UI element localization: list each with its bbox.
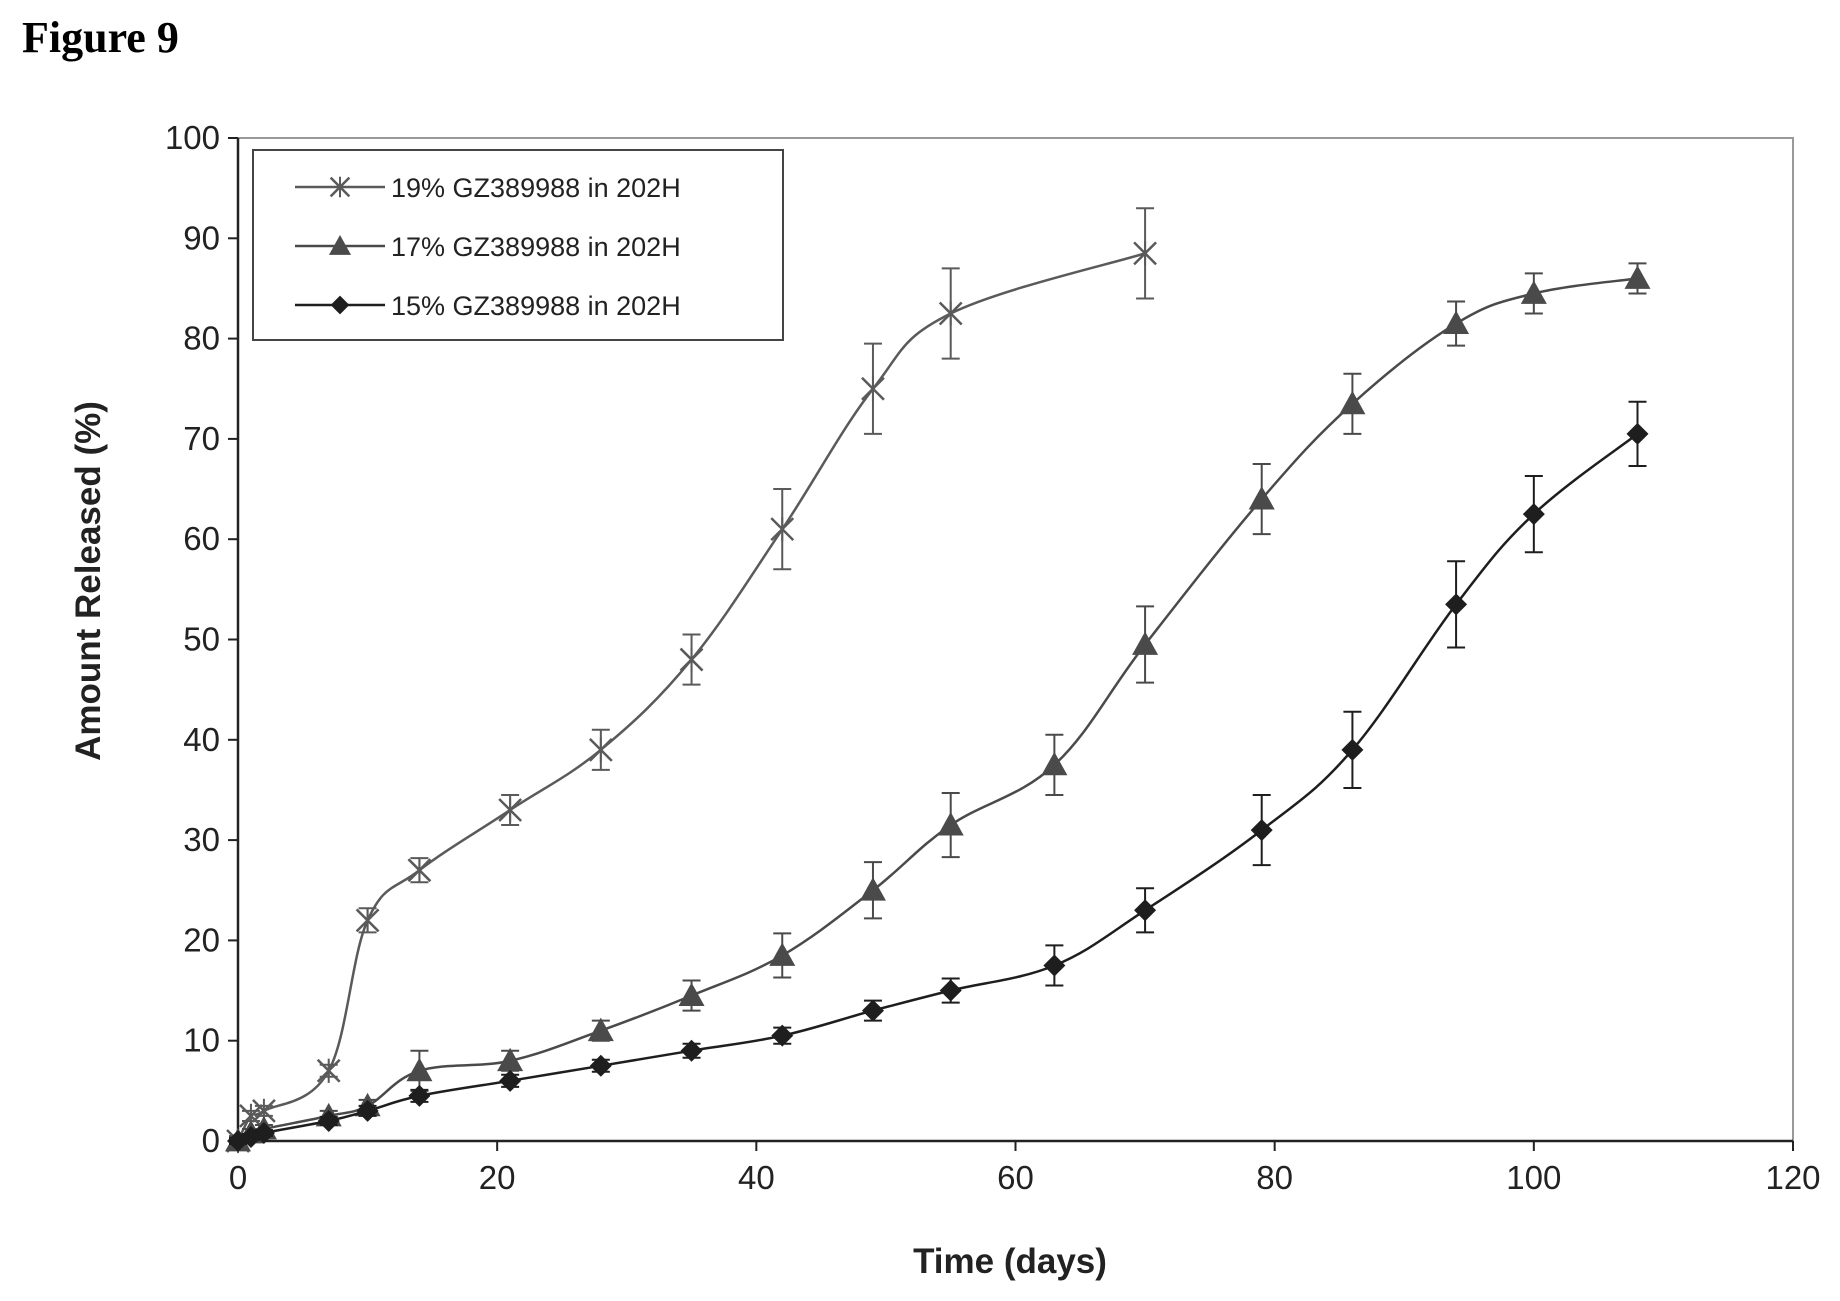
data-point [1250,819,1273,842]
y-tick-label: 60 [183,520,220,557]
data-point [355,908,380,933]
x-tick-label: 100 [1506,1159,1561,1196]
data-point [407,858,432,883]
x-tick-label: 60 [997,1159,1034,1196]
y-tick-label: 90 [183,219,220,256]
y-tick-label: 0 [202,1122,220,1159]
y-tick-label: 70 [183,420,220,457]
data-point [769,942,796,966]
y-tick-label: 80 [183,320,220,357]
data-point [1132,631,1159,655]
series-line [237,277,1638,1143]
data-point [588,737,613,762]
x-tick-label: 120 [1765,1159,1820,1196]
legend-marker [329,176,351,198]
x-axis-title: Time (days) [913,1242,1107,1281]
data-point [1134,899,1157,922]
data-point [938,301,963,326]
legend-marker [328,234,352,255]
data-point [937,812,964,836]
series-line [236,252,1146,1142]
y-tick-label: 10 [183,1022,220,1059]
data-point [1041,751,1068,776]
x-tick-label: 40 [738,1159,775,1196]
x-axis: 0 20 40 60 80 100 120 [229,1139,1821,1196]
data-point [1520,280,1547,304]
figure-label: Figure 9 [22,13,179,62]
legend-item: 15% GZ389988 in 202H [295,291,681,321]
x-tick-label: 80 [1256,1159,1293,1196]
y-tick-label: 100 [165,119,220,156]
y-tick-label: 20 [183,921,220,958]
data-point [680,1039,703,1062]
series-layer [225,207,1651,1154]
data-point [239,1125,262,1148]
data-point [679,647,704,672]
data-point [1445,593,1468,616]
data-point [1624,265,1651,289]
data-point [408,1084,431,1107]
legend-marker [330,295,350,315]
y-tick-label: 50 [183,621,220,658]
data-point [1443,310,1470,334]
data-point [678,982,705,1006]
legend: 19% GZ389988 in 202H 17% GZ389988 in 202H… [252,149,784,341]
series-1 [226,207,1157,1154]
series-2 [225,262,1651,1152]
data-point [589,1054,612,1077]
data-point [939,979,962,1002]
data-point [317,1109,340,1132]
y-axis: 0 10 20 30 40 50 60 70 80 90 100 [165,119,240,1159]
y-tick-label: 30 [183,821,220,858]
data-point [1248,486,1275,510]
data-point [252,1121,275,1144]
data-point [499,1069,522,1092]
legend-item: 19% GZ389988 in 202H [295,173,681,203]
y-tick-label: 40 [183,721,220,758]
legend-item: 17% GZ389988 in 202H [295,232,681,262]
series-line [237,432,1639,1143]
data-point [406,1057,433,1082]
data-point [861,376,885,401]
legend-label: 17% GZ389988 in 202H [391,232,681,262]
series-3 [227,400,1649,1152]
data-point [770,517,795,542]
legend-label: 19% GZ389988 in 202H [391,173,681,203]
data-point [1626,422,1649,445]
data-point [587,1017,614,1042]
x-tick-label: 20 [479,1159,516,1196]
legend-label: 15% GZ389988 in 202H [391,291,681,321]
data-point [1341,738,1364,761]
data-point [1522,503,1545,526]
data-point [861,999,884,1022]
y-axis-title: Amount Released (%) [69,401,108,761]
x-tick-label: 0 [229,1159,247,1196]
data-point [316,1058,341,1083]
data-point [356,1099,379,1122]
data-point [1043,954,1066,977]
data-point [859,877,886,901]
data-point [1339,390,1366,415]
data-point [498,797,523,823]
data-point [497,1047,524,1072]
data-point [1133,241,1157,266]
data-point [771,1024,794,1047]
